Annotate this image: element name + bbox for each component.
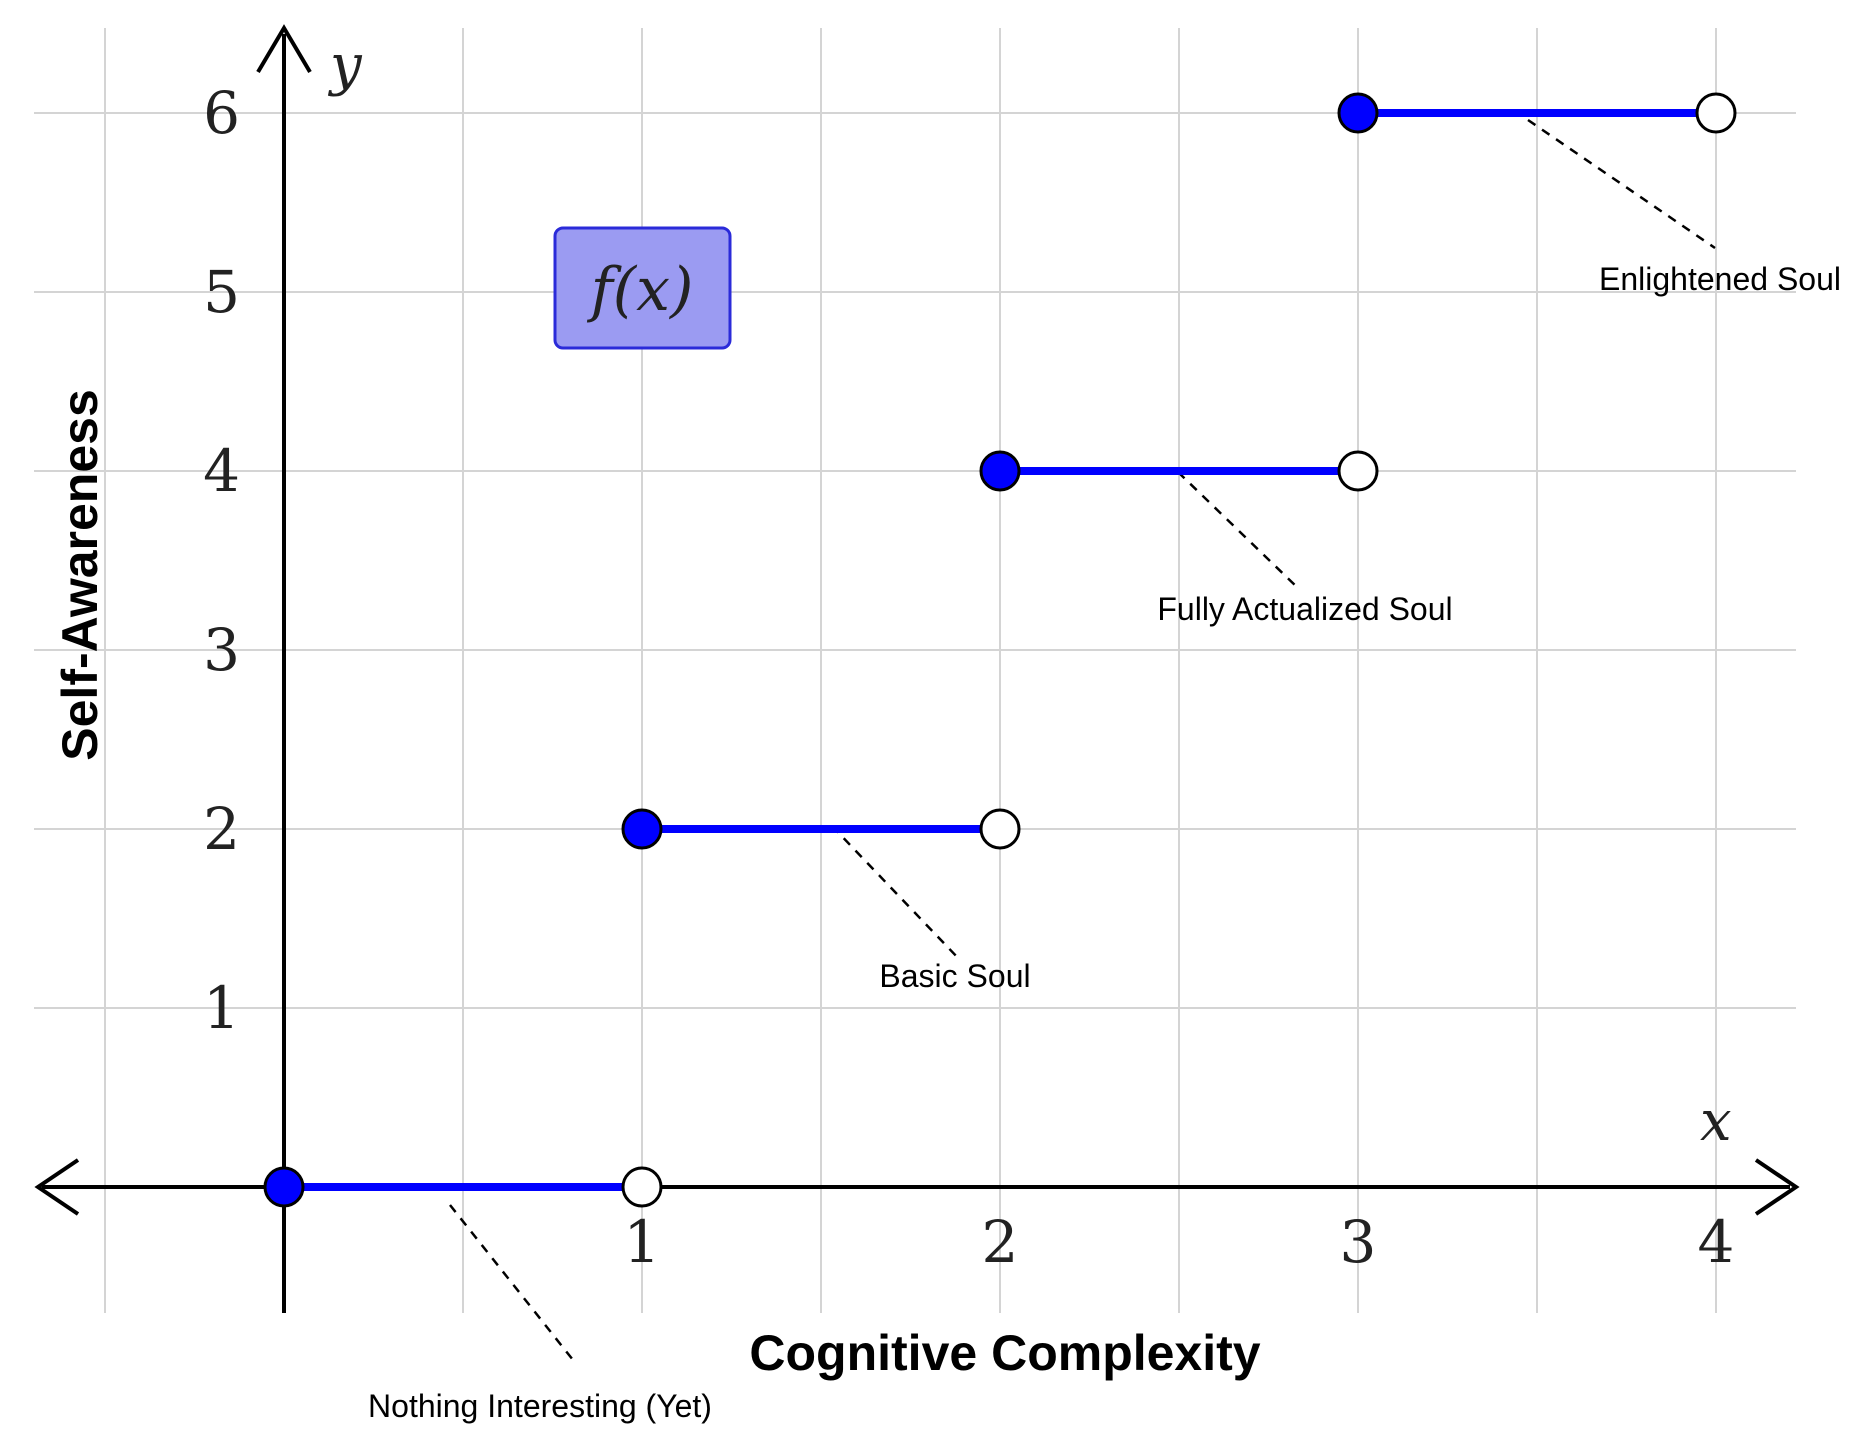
grid	[34, 28, 1796, 1313]
closed-endpoint	[263, 1166, 305, 1208]
x-tick-label: 1	[624, 1208, 661, 1276]
segment-annotation: Basic Soul	[879, 958, 1030, 994]
function-label-box: f(x)	[553, 226, 732, 350]
x-axis-right-arrow	[1754, 1158, 1800, 1216]
x-tick-label: 2	[982, 1208, 1019, 1276]
tick-labels: 1 2 3 4 1 2 3 4 5 6	[203, 79, 1734, 1276]
y-tick-label: 3	[203, 616, 240, 684]
annotation-leader-line	[1177, 471, 1301, 591]
segment-annotation: Enlightened Soul	[1599, 261, 1841, 297]
function-label-background	[553, 226, 732, 350]
segment-annotation: Nothing Interesting (Yet)	[368, 1388, 712, 1424]
function-label: f(x)	[587, 255, 694, 325]
annotation-leaders	[449, 118, 1716, 1361]
x-axis-title: Cognitive Complexity	[749, 1325, 1260, 1381]
x-tick-label: 3	[1340, 1208, 1377, 1276]
segment-annotation: Fully Actualized Soul	[1157, 591, 1452, 627]
closed-endpoint	[621, 808, 663, 850]
y-tick-label: 4	[203, 437, 240, 505]
y-tick-label: 6	[203, 79, 240, 147]
open-endpoint	[1695, 92, 1737, 134]
x-axis-symbol: x	[1700, 1089, 1732, 1154]
closed-endpoint	[979, 450, 1021, 492]
open-endpoint	[979, 808, 1021, 850]
y-tick-label: 1	[203, 974, 240, 1042]
annotation-leader-line	[449, 1204, 574, 1361]
x-tick-label: 4	[1698, 1208, 1735, 1276]
axes: x y	[34, 24, 1800, 1313]
y-tick-label: 2	[203, 795, 240, 863]
annotation-leader-line	[831, 825, 961, 961]
open-endpoint	[621, 1166, 663, 1208]
annotation-leader-line	[1527, 118, 1716, 250]
open-endpoint	[1337, 450, 1379, 492]
y-axis-symbol: y	[327, 33, 363, 98]
y-tick-label: 5	[203, 258, 240, 326]
annotations: Nothing Interesting (Yet) Basic Soul Fully…	[368, 261, 1841, 1424]
y-axis-title: Self-Awareness	[52, 389, 108, 760]
y-axis-arrow	[256, 24, 312, 74]
x-axis-left-arrow	[34, 1158, 80, 1216]
closed-endpoint	[1337, 92, 1379, 134]
series	[263, 92, 1737, 1208]
